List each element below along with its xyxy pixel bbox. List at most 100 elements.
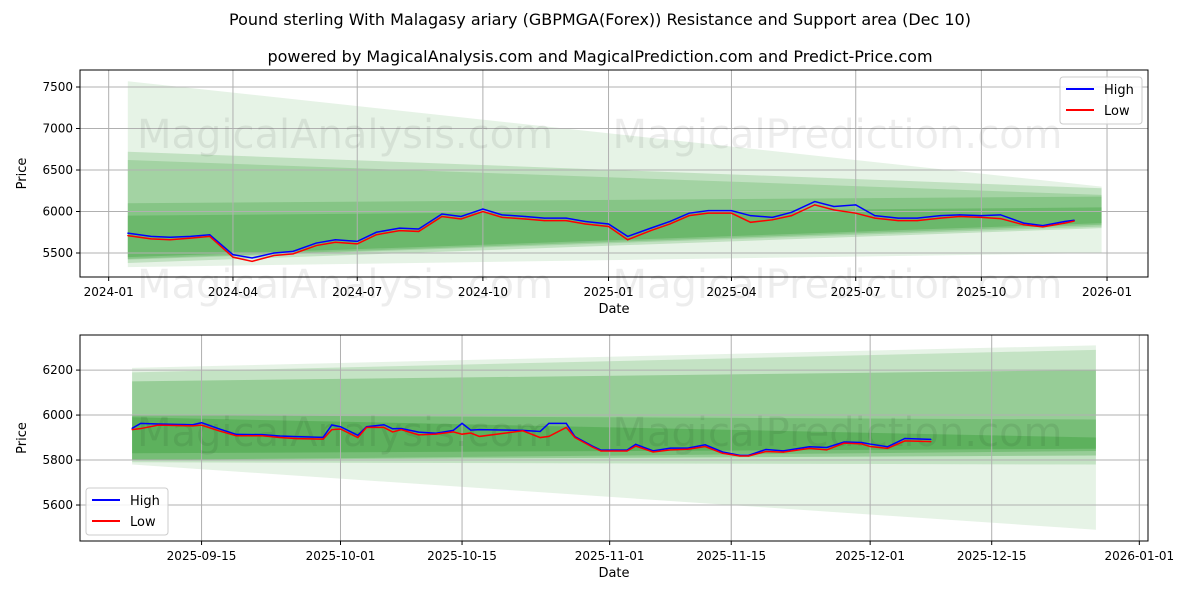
x-tick-label: 2025-11-15 [696, 549, 766, 563]
data-point-high [860, 441, 863, 444]
series-line-low [132, 424, 931, 457]
data-point-high [607, 223, 610, 225]
data-point-high [650, 227, 652, 229]
data-point-low [607, 225, 610, 228]
y-axis-label: Price [15, 158, 30, 190]
data-point-low [292, 253, 294, 255]
data-point-high [669, 220, 671, 223]
data-point-high [218, 428, 220, 430]
data-point-high [687, 447, 689, 449]
data-point-low [855, 212, 857, 214]
data-point-high [235, 433, 237, 436]
data-point-low [192, 425, 194, 427]
watermark: MagicalPrediction.com [613, 112, 1063, 158]
x-tick-label: 2025-10-15 [427, 549, 497, 563]
x-tick-label: 2024-07 [332, 285, 382, 299]
data-point-high [461, 422, 463, 424]
data-point-low [441, 215, 443, 218]
data-point-low [730, 212, 733, 214]
data-point-low [860, 443, 863, 445]
data-point-low [688, 215, 690, 217]
x-tick-label: 2025-11-01 [575, 549, 645, 563]
data-point-high [470, 429, 472, 431]
x-tick-label: 2025-01 [583, 285, 633, 299]
data-point-low [747, 455, 750, 457]
data-point-high [627, 235, 629, 238]
x-tick-label: 2024-10 [458, 285, 508, 299]
x-axis-label: Date [598, 566, 629, 581]
x-tick-label: 2025-12-01 [835, 549, 905, 563]
data-point-high [869, 443, 871, 445]
data-point-high [707, 210, 709, 212]
data-point-low [782, 451, 784, 453]
data-point-high [296, 436, 298, 438]
data-point-high [565, 217, 567, 219]
data-point-low [958, 215, 961, 218]
data-point-high [482, 208, 484, 210]
y-tick-label: 6500 [42, 163, 73, 177]
data-point-high [980, 215, 982, 217]
data-point-high [669, 447, 672, 449]
data-point-low [652, 451, 654, 453]
data-point-low [626, 450, 628, 452]
data-point-low [707, 212, 709, 214]
data-point-low [482, 210, 484, 213]
axes-frame [79, 334, 1149, 542]
x-tick-label: 2025-07 [831, 285, 881, 299]
data-point-high [958, 214, 961, 216]
data-point-low [574, 436, 576, 439]
data-point-high [930, 438, 932, 440]
data-point-high [939, 215, 942, 217]
data-point-low [886, 447, 889, 449]
x-tick-label: 2026-01 [1082, 285, 1132, 299]
data-point-low [704, 445, 706, 448]
data-point-high [808, 446, 810, 448]
x-tick-label: 2024-01 [84, 285, 134, 299]
data-point-high [251, 257, 253, 259]
data-point-high [539, 430, 541, 433]
data-point-low [565, 426, 567, 429]
data-point-low [765, 450, 767, 453]
data-point-high [1042, 225, 1044, 227]
chart-subtitle: powered by MagicalAnalysis.com and Magic… [267, 47, 933, 66]
data-point-low [543, 220, 545, 222]
y-tick-label: 6000 [42, 408, 73, 422]
data-point-high [688, 212, 690, 214]
data-point-low [687, 448, 689, 450]
data-point-low [843, 442, 845, 444]
data-point-low [501, 216, 503, 218]
data-point-high [140, 422, 142, 424]
data-point-low [980, 216, 982, 218]
data-point-high [279, 435, 281, 437]
data-point-high [169, 236, 171, 238]
data-point-low [897, 220, 899, 222]
data-point-low [209, 235, 211, 238]
data-point-high [478, 429, 481, 431]
data-point-low [331, 429, 333, 431]
data-point-high [999, 214, 1002, 216]
data-point-low [739, 455, 741, 457]
support-resistance-band [127, 81, 1102, 268]
data-point-low [721, 452, 724, 454]
legend-label-high: High [1104, 83, 1134, 98]
data-point-low [1042, 226, 1044, 228]
y-tick-label: 5800 [42, 453, 73, 467]
data-point-high [418, 431, 420, 433]
y-tick-label: 6200 [42, 363, 73, 377]
data-point-high [916, 217, 918, 219]
y-tick-label: 7000 [42, 122, 73, 136]
data-point-low [814, 204, 816, 206]
x-tick-label: 2025-10 [956, 285, 1006, 299]
legend-label-low: Low [1104, 104, 1130, 119]
y-tick-label: 5500 [42, 246, 73, 260]
data-point-high [826, 446, 828, 449]
data-point-low [322, 438, 324, 440]
data-point-low [400, 429, 402, 431]
data-point-low [418, 434, 420, 436]
watermark: MagicalPrediction.com [613, 262, 1063, 308]
data-point-high [192, 424, 194, 426]
data-point-low [600, 450, 602, 452]
support-resistance-band [127, 207, 1102, 258]
data-point-low [930, 440, 932, 443]
